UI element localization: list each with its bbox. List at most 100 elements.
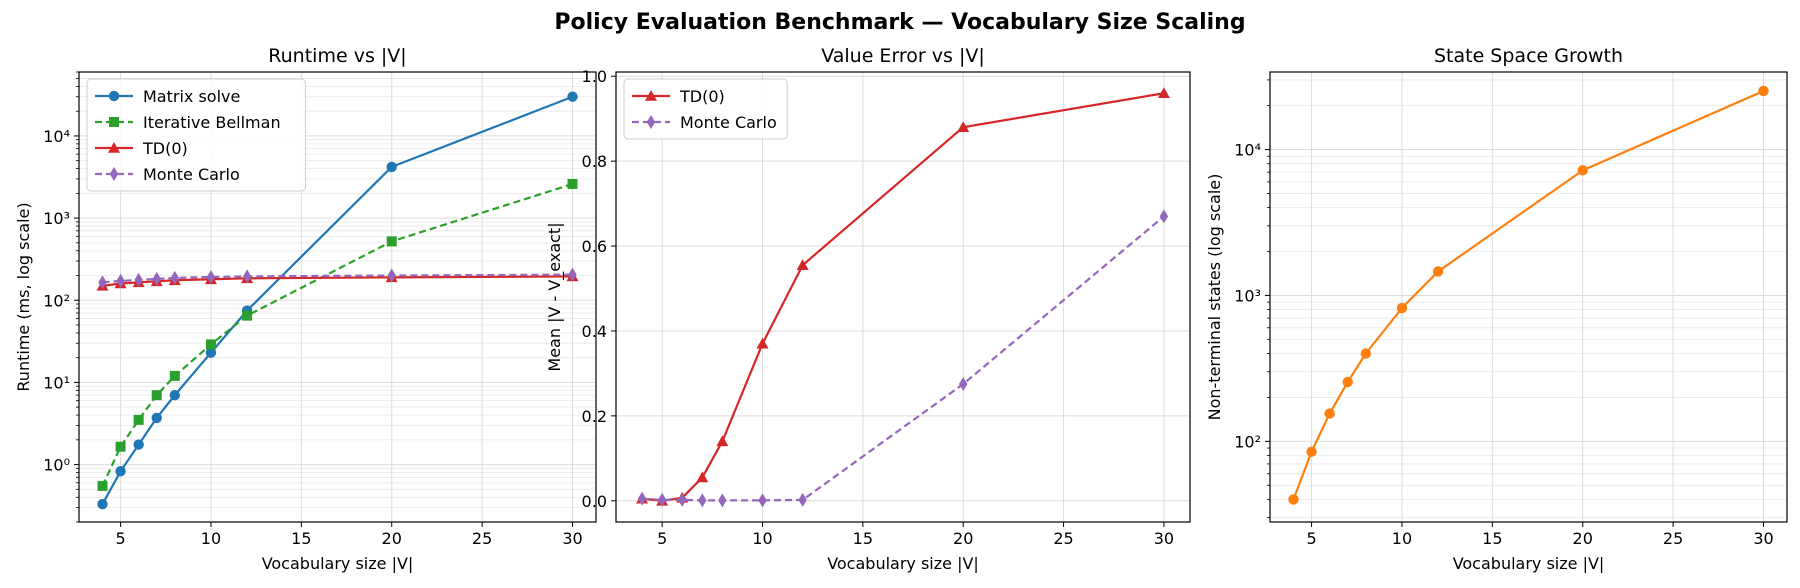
y-axis-label: Runtime (ms, log scale) [14,202,33,391]
x-axis-label: Vocabulary size |V| [1453,554,1605,573]
x-tick-label: 30 [1753,529,1773,548]
data-point [756,337,769,349]
x-axis-label: Vocabulary size |V| [262,554,414,573]
axes-frame [78,71,597,523]
y-axis-label: Non-terminal states (log scale) [1205,174,1224,421]
data-point [133,414,144,425]
series-1 [636,87,1170,506]
series-2 [97,178,578,491]
y-tick-label: 10² [43,291,70,310]
data-point [957,121,970,132]
data-point [152,271,161,286]
data-point [1432,266,1444,277]
data-point [567,178,578,189]
x-tick-label: 5 [657,529,667,548]
data-point [1360,348,1372,359]
legend-box [86,78,306,192]
data-point [386,236,397,247]
data-point [568,267,577,282]
y-tick-label: 10³ [43,209,70,228]
data-point [386,161,397,173]
data-point [796,259,809,270]
chart-panel-1: 5 10 15 20 25 30 10⁰ 10¹ 10² 10³ 10⁴ Runtime vs |V|… [14,45,597,573]
data-point [133,439,144,450]
data-point [567,91,578,102]
y-tick-label: 0.4 [582,322,607,341]
x-tick-label: 25 [1053,529,1073,548]
data-point [108,90,120,102]
data-point [645,90,657,101]
data-point [109,117,119,127]
data-point [151,390,162,401]
y-tick-label: 10² [1234,432,1261,451]
y-axis-label: Mean |V - V_exact| [545,222,565,371]
y-tick-label: 0.0 [582,492,607,511]
legend-label: Iterative Bellman [143,113,281,132]
data-point [98,275,107,290]
x-tick-label: 20 [953,529,973,548]
y-tick-label: 0.2 [582,407,607,426]
chart-title: Value Error vs |V| [821,45,985,67]
legend-label: Monte Carlo [680,113,777,132]
y-tick-label: 10³ [1234,286,1261,305]
data-point [151,412,162,424]
chart-title: Runtime vs |V| [268,45,406,67]
x-tick-label: 25 [472,529,492,548]
data-point [716,435,729,447]
legend-label: Matrix solve [143,87,240,106]
data-point [696,471,709,483]
data-point [718,493,727,508]
data-point [108,142,120,153]
data-point [1306,446,1317,457]
series-line [101,182,573,487]
legend-label: Monte Carlo [143,165,240,184]
data-point [1577,165,1588,176]
data-point [1288,494,1299,505]
data-point [115,466,126,477]
figure-suptitle: Policy Evaluation Benchmark — Vocabulary… [554,10,1245,35]
data-point [1157,87,1170,99]
series-1 [1288,85,1769,505]
data-point [646,115,656,129]
x-tick-label: 30 [1154,529,1174,548]
y-tick-label: 10⁴ [1234,141,1261,160]
data-point [97,480,108,491]
x-tick-label: 15 [1482,529,1502,548]
data-point [1324,408,1335,419]
series-4 [98,267,577,290]
data-point [97,498,108,510]
x-tick-label: 20 [382,529,402,548]
x-tick-label: 10 [1392,529,1412,548]
data-point [1159,209,1169,224]
x-tick-label: 10 [752,529,772,548]
data-point [242,269,252,284]
y-tick-label: 0.8 [582,152,607,171]
data-point [657,492,667,507]
x-axis-label: Vocabulary size |V| [827,554,979,573]
data-point [116,273,125,288]
axes-frame [1269,71,1788,523]
data-point [205,347,217,358]
x-tick-label: 5 [1306,529,1316,548]
series-line [642,215,1165,502]
data-point [169,389,181,401]
data-point [242,310,253,321]
data-point [169,370,180,381]
chart-title: State Space Growth [1434,45,1623,67]
x-tick-label: 5 [115,529,125,548]
data-point [1396,302,1408,314]
y-tick-label: 10⁰ [43,456,70,475]
series-1 [97,91,578,510]
x-tick-label: 15 [291,529,311,548]
x-tick-label: 10 [201,529,221,548]
axes-frame [615,71,1191,523]
legend: Matrix solve Iterative Bellman TD(0) Monte … [86,78,306,192]
data-point [115,441,126,452]
data-point [206,269,216,284]
data-point [387,268,396,283]
legend: TD(0) Monte Carlo [623,78,788,140]
data-point [698,493,707,508]
data-point [109,167,119,181]
